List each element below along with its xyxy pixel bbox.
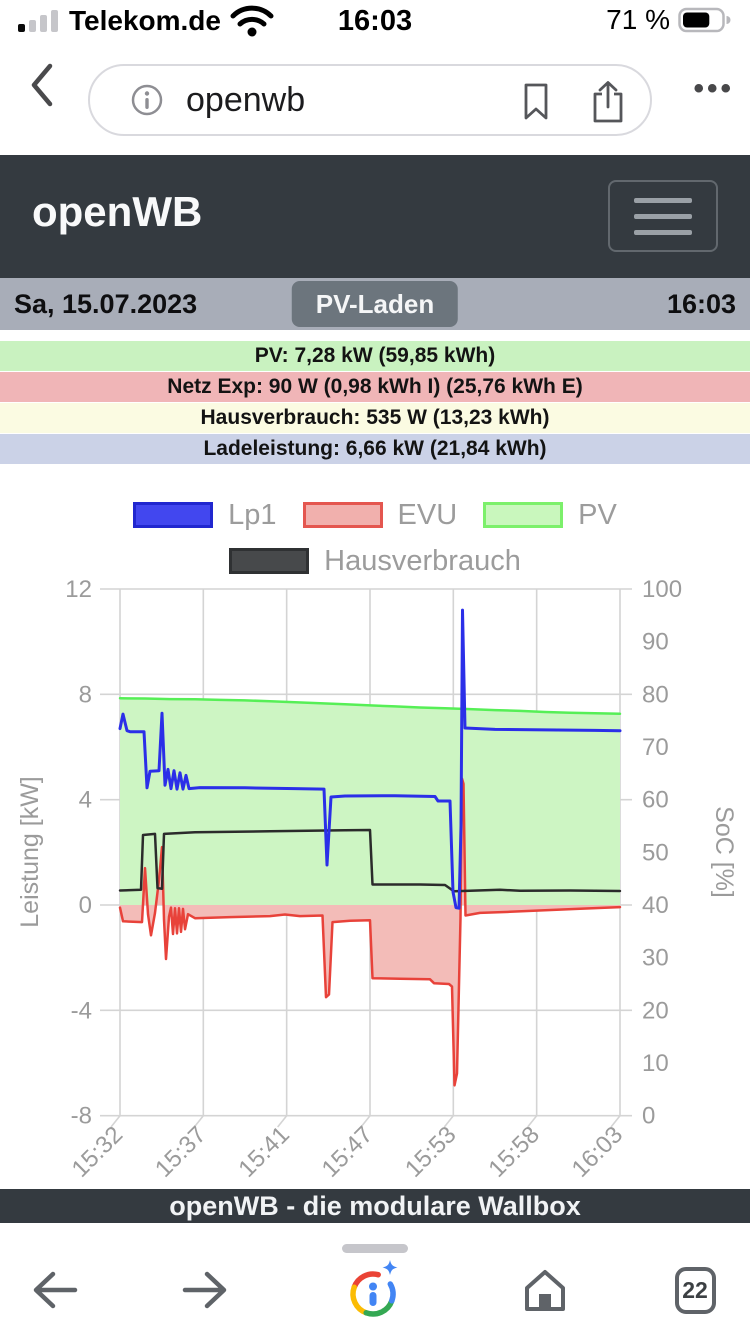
bookmark-icon[interactable] (522, 82, 550, 127)
tab-count-badge: 22 (674, 1266, 716, 1314)
svg-text:30: 30 (642, 945, 669, 972)
legend-item-hausverbrauch[interactable]: Hausverbrauch (229, 545, 521, 578)
back-arrow-icon (33, 1271, 78, 1309)
app-title: openWB (32, 188, 203, 235)
svg-text:60: 60 (642, 787, 669, 814)
svg-text:15:37: 15:37 (150, 1121, 212, 1183)
legend-swatch (483, 502, 564, 528)
share-icon[interactable] (590, 79, 626, 130)
browser-top-bar: openwb ••• (0, 42, 750, 155)
battery-percent-label: 71 % (606, 4, 670, 35)
hamburger-icon (634, 197, 692, 203)
svg-text:15:32: 15:32 (67, 1121, 129, 1183)
svg-text:8: 8 (79, 681, 92, 708)
url-text: openwb (186, 80, 306, 119)
app-header: openWB (0, 155, 750, 278)
svg-text:SoC [%]: SoC [%] (710, 806, 738, 898)
carrier-label: Telekom.de (69, 4, 221, 36)
page-info-icon[interactable] (130, 83, 164, 117)
browser-back-button[interactable] (26, 60, 56, 115)
chevron-left-icon (31, 63, 53, 107)
svg-text:4: 4 (79, 787, 92, 814)
wifi-icon (230, 5, 274, 37)
pv-status-row: PV: 7,28 kW (59,85 kWh) (0, 341, 750, 371)
legend-label: Lp1 (228, 498, 277, 531)
svg-text:90: 90 (642, 629, 669, 656)
hamburger-menu-button[interactable] (608, 180, 718, 252)
nav-back-button[interactable] (23, 1258, 87, 1322)
more-options-icon[interactable]: ••• (693, 72, 734, 105)
legend-item-lp1[interactable]: Lp1 (133, 498, 277, 532)
chart-legend-row-1: Lp1 EVU PV (0, 498, 750, 532)
date-label: Sa, 15.07.2023 (14, 288, 198, 319)
legend-label: EVU (397, 498, 458, 531)
app-footer: openWB - die modulare Wallbox (0, 1189, 750, 1223)
svg-text:40: 40 (642, 892, 669, 919)
grid-status-row: Netz Exp: 90 W (0,98 kWh I) (25,76 kWh E… (0, 372, 750, 402)
address-bar[interactable]: openwb (88, 64, 652, 136)
legend-item-evu[interactable]: EVU (302, 498, 458, 532)
nav-forward-button[interactable] (173, 1258, 237, 1322)
chart-legend-row-2: Hausverbrauch (0, 545, 750, 578)
legend-swatch (229, 548, 310, 574)
legend-swatch (302, 502, 383, 528)
legend-label: PV (578, 498, 617, 531)
status-time: 16:03 (337, 5, 413, 37)
svg-text:15:53: 15:53 (400, 1121, 462, 1183)
legend-label: Hausverbrauch (324, 544, 521, 577)
tab-switcher-button[interactable]: 22 (663, 1258, 727, 1322)
legend-item-pv[interactable]: PV (483, 499, 617, 532)
svg-text:80: 80 (642, 681, 669, 708)
svg-text:Leistung [kW]: Leistung [kW] (16, 776, 44, 927)
google-search-icon (350, 1260, 398, 1317)
svg-text:50: 50 (642, 839, 669, 866)
home-button[interactable] (513, 1258, 577, 1322)
home-icon (525, 1270, 565, 1311)
house-status-row: Hausverbrauch: 535 W (13,23 kWh) (0, 403, 750, 433)
svg-text:15:58: 15:58 (483, 1121, 545, 1183)
svg-text:12: 12 (65, 576, 92, 603)
toolbar-grab-handle[interactable] (342, 1244, 408, 1253)
legend-swatch (133, 502, 214, 528)
battery-icon (678, 7, 731, 33)
svg-text:15:47: 15:47 (317, 1121, 379, 1183)
status-rows: PV: 7,28 kW (59,85 kWh) Netz Exp: 90 W (… (0, 341, 750, 465)
google-search-button[interactable] (343, 1258, 407, 1322)
charge-mode-button[interactable]: PV-Laden (291, 281, 459, 327)
svg-text:0: 0 (79, 892, 92, 919)
date-bar: Sa, 15.07.2023 PV-Laden 16:03 (0, 278, 750, 330)
svg-text:100: 100 (642, 576, 682, 603)
forward-arrow-icon (182, 1271, 227, 1309)
svg-text:-4: -4 (71, 997, 92, 1024)
cellular-signal-icon (18, 9, 58, 32)
svg-text:0: 0 (642, 1103, 655, 1130)
svg-text:15:41: 15:41 (233, 1121, 295, 1183)
svg-text:10: 10 (642, 1050, 669, 1077)
svg-text:20: 20 (642, 997, 669, 1024)
svg-text:70: 70 (642, 734, 669, 761)
svg-text:-8: -8 (71, 1103, 92, 1130)
charge-status-row: Ladeleistung: 6,66 kW (21,84 kWh) (0, 434, 750, 464)
browser-toolbar: 22 (0, 1258, 750, 1334)
status-bar: Telekom.de 16:03 71 % (0, 0, 750, 42)
svg-text:16:03: 16:03 (567, 1121, 629, 1183)
time-label: 16:03 (666, 288, 736, 319)
